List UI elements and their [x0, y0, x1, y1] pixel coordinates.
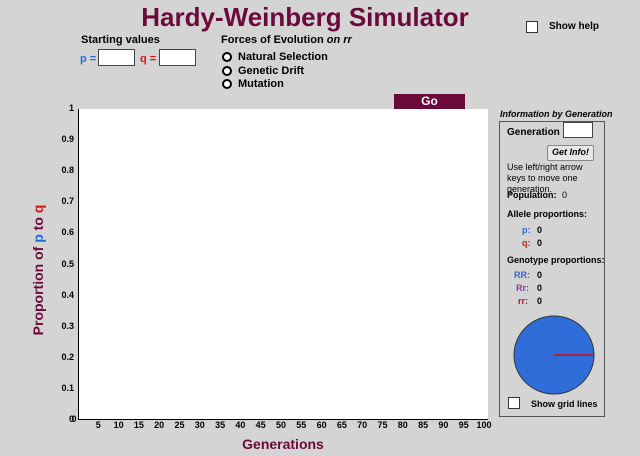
- y-tick-label: 0.2: [61, 351, 74, 362]
- radio-natural-selection[interactable]: [222, 52, 232, 62]
- population-label: Population:: [507, 190, 557, 200]
- p-start-input[interactable]: [98, 49, 135, 66]
- q-input-label: q =: [140, 53, 157, 65]
- y-tick-label: 0.9: [61, 134, 74, 145]
- allele-q-label: q:: [522, 238, 531, 248]
- p-input-label: p =: [80, 53, 97, 65]
- y-tick-label: 1: [68, 103, 74, 113]
- genotype-rr-label: rr:: [518, 296, 529, 306]
- x-tick-label: 80: [397, 420, 408, 430]
- arrow-keys-hint: Use left/right arrow keys to move one ge…: [507, 162, 583, 194]
- get-info-button[interactable]: Get Info!: [547, 145, 594, 161]
- y-tick-label: 0: [68, 414, 74, 424]
- y-tick-label: 0.6: [61, 227, 74, 238]
- genotype-proportions-heading: Genotype proportions:: [507, 255, 605, 265]
- radio-mutation[interactable]: [222, 79, 232, 89]
- genetic-drift-label: Genetic Drift: [238, 65, 305, 77]
- natural-selection-label: Natural Selection: [238, 51, 328, 63]
- x-tick-label: 20: [154, 420, 165, 430]
- x-tick-label: 75: [377, 420, 388, 430]
- genotype-pie-chart: [513, 315, 595, 395]
- genotype-RR-label: RR:: [514, 270, 530, 280]
- x-tick-label: 45: [255, 420, 266, 430]
- show-grid-checkbox[interactable]: [508, 397, 520, 409]
- x-tick-label: 15: [133, 420, 144, 430]
- show-help-checkbox[interactable]: [526, 21, 538, 33]
- genotype-Rr-value: 0: [537, 283, 543, 293]
- y-tick-label: 0.5: [61, 258, 74, 269]
- x-tick-label: 25: [174, 420, 185, 430]
- genotype-rr-value: 0: [537, 296, 543, 306]
- y-label-p: p: [30, 234, 46, 243]
- y-label-part-2: to: [30, 213, 46, 235]
- x-tick-label: 90: [438, 420, 449, 430]
- generation-input[interactable]: [563, 122, 593, 138]
- x-tick-label: 100: [476, 420, 492, 430]
- radio-genetic-drift[interactable]: [222, 66, 232, 76]
- genotype-Rr-label: Rr:: [516, 283, 529, 293]
- x-tick-label: 40: [235, 420, 246, 430]
- mutation-label: Mutation: [238, 78, 284, 90]
- x-tick-label: 30: [194, 420, 205, 430]
- show-grid-label: Show grid lines: [531, 399, 598, 409]
- info-panel-heading: Information by Generation: [500, 109, 613, 119]
- x-tick-label: 0: [71, 414, 77, 424]
- app-title: Hardy-Weinberg Simulator: [141, 2, 469, 32]
- starting-values-heading: Starting values: [81, 34, 160, 46]
- x-tick-label: 10: [113, 420, 124, 430]
- forces-heading-suffix: on rr: [326, 34, 352, 46]
- info-panel: [499, 121, 605, 417]
- plot-area: [78, 109, 488, 420]
- show-help-label: Show help: [549, 21, 599, 32]
- y-tick-label: 0.7: [61, 196, 74, 207]
- allele-p-label: p:: [522, 225, 531, 235]
- x-tick-label: 60: [316, 420, 327, 430]
- allele-proportions-heading: Allele proportions:: [507, 209, 588, 219]
- x-tick-label: 55: [296, 420, 307, 430]
- x-tick-label: 35: [215, 420, 226, 430]
- go-button[interactable]: Go: [394, 94, 465, 109]
- allele-p-value: 0: [537, 225, 543, 235]
- y-tick-label: 0.4: [61, 289, 74, 300]
- y-tick-label: 0.8: [61, 165, 74, 176]
- forces-heading: Forces of Evolution on rr: [221, 34, 352, 46]
- y-label-part-1: Proportion of: [30, 242, 46, 336]
- q-start-input[interactable]: [159, 49, 196, 66]
- x-tick-label: 85: [418, 420, 429, 430]
- x-tick-label: 5: [95, 420, 101, 430]
- x-tick-label: 70: [357, 420, 368, 430]
- x-tick-label: 65: [336, 420, 347, 430]
- y-tick-label: 0.1: [61, 382, 74, 393]
- x-tick-label: 95: [458, 420, 469, 430]
- population-value: 0: [562, 190, 568, 200]
- y-axis-label: Proportion of p to q: [30, 190, 46, 350]
- y-tick-label: 0.3: [61, 320, 74, 331]
- forces-heading-text: Forces of Evolution: [221, 34, 324, 46]
- generation-label: Generation: [507, 127, 560, 138]
- genotype-RR-value: 0: [537, 270, 543, 280]
- x-tick-label: 50: [275, 420, 286, 430]
- y-label-q: q: [30, 204, 46, 214]
- allele-q-value: 0: [537, 238, 543, 248]
- x-axis-label: Generations: [242, 436, 324, 452]
